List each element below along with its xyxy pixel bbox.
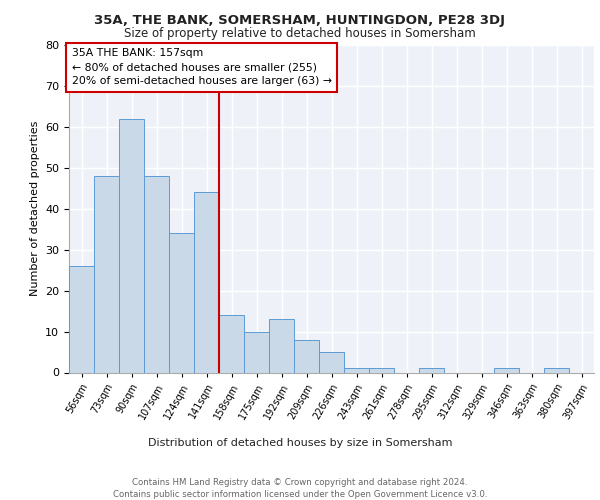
Y-axis label: Number of detached properties: Number of detached properties xyxy=(29,121,40,296)
Bar xyxy=(244,332,269,372)
Bar xyxy=(544,368,569,372)
Bar xyxy=(219,315,244,372)
Bar xyxy=(319,352,344,372)
Text: Contains HM Land Registry data © Crown copyright and database right 2024.
Contai: Contains HM Land Registry data © Crown c… xyxy=(113,478,487,499)
Bar xyxy=(119,118,144,372)
Bar xyxy=(294,340,319,372)
Bar xyxy=(369,368,394,372)
Text: Size of property relative to detached houses in Somersham: Size of property relative to detached ho… xyxy=(124,28,476,40)
Bar xyxy=(94,176,119,372)
Text: 35A THE BANK: 157sqm
← 80% of detached houses are smaller (255)
20% of semi-deta: 35A THE BANK: 157sqm ← 80% of detached h… xyxy=(71,48,332,86)
Bar xyxy=(344,368,369,372)
Bar xyxy=(169,234,194,372)
Bar xyxy=(144,176,169,372)
Text: 35A, THE BANK, SOMERSHAM, HUNTINGDON, PE28 3DJ: 35A, THE BANK, SOMERSHAM, HUNTINGDON, PE… xyxy=(95,14,505,27)
Bar xyxy=(494,368,519,372)
Bar xyxy=(194,192,219,372)
Bar xyxy=(69,266,94,372)
Bar xyxy=(419,368,444,372)
Bar xyxy=(269,320,294,372)
Text: Distribution of detached houses by size in Somersham: Distribution of detached houses by size … xyxy=(148,438,452,448)
